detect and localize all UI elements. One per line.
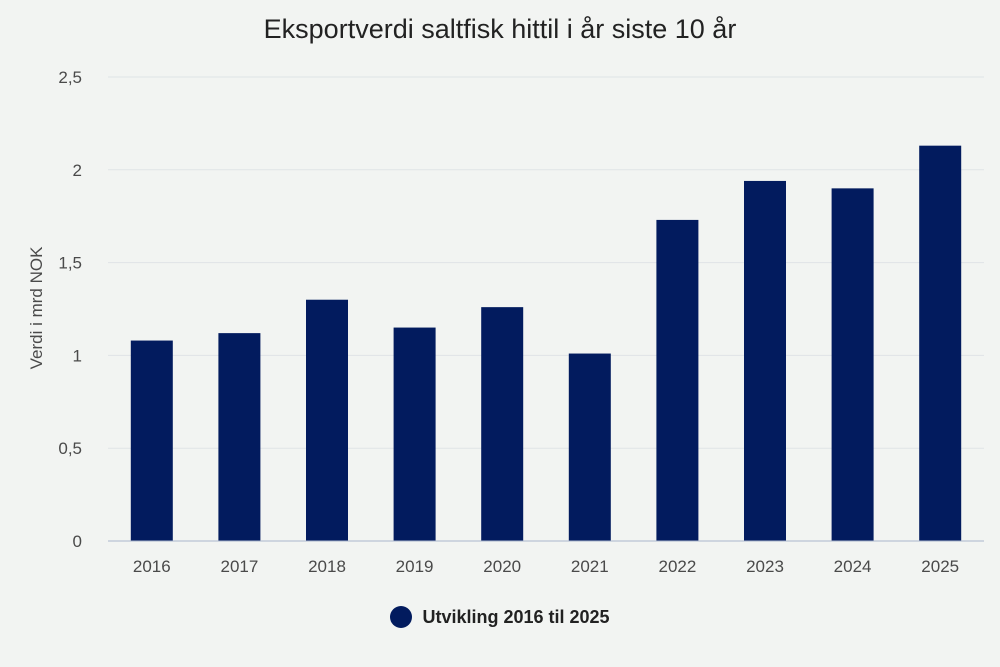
y-tick-label: 2,5 bbox=[58, 68, 82, 87]
y-tick-label: 2 bbox=[73, 161, 82, 180]
bar-2017[interactable] bbox=[218, 333, 261, 541]
x-tick-label: 2018 bbox=[308, 557, 346, 576]
bar-2023[interactable] bbox=[744, 180, 786, 541]
y-tick-label: 1,5 bbox=[58, 254, 82, 273]
bar-2025[interactable] bbox=[919, 145, 962, 541]
bar-2019[interactable] bbox=[393, 327, 436, 541]
y-axis-title: Verdi i mrd NOK bbox=[27, 246, 46, 369]
y-tick-label: 0 bbox=[73, 532, 82, 551]
bar-2022[interactable] bbox=[656, 219, 699, 542]
x-tick-label: 2023 bbox=[746, 557, 784, 576]
x-tick-label: 2016 bbox=[133, 557, 171, 576]
x-tick-label: 2019 bbox=[396, 557, 434, 576]
axes: 0 0,5 1 1,5 2 2,5 2016 2017 2018 2019 2020 2021 2022… bbox=[58, 68, 984, 576]
bar-2020[interactable] bbox=[481, 307, 524, 541]
y-tick-label: 0,5 bbox=[58, 439, 82, 458]
legend-label: Utvikling 2016 til 2025 bbox=[422, 606, 610, 627]
x-tick-label: 2021 bbox=[571, 557, 609, 576]
chart-title: Eksportverdi saltfisk hittil i år siste … bbox=[263, 14, 737, 44]
y-tick-label: 1 bbox=[73, 346, 82, 365]
bar-2018[interactable] bbox=[306, 299, 348, 541]
bar-2021[interactable] bbox=[568, 353, 611, 541]
bar-2024[interactable] bbox=[831, 188, 874, 542]
legend-swatch-icon bbox=[390, 606, 413, 628]
bars bbox=[130, 145, 962, 542]
x-tick-label: 2025 bbox=[921, 557, 959, 576]
x-tick-label: 2022 bbox=[658, 557, 696, 576]
x-tick-label: 2020 bbox=[483, 557, 521, 576]
x-tick-label: 2024 bbox=[834, 557, 872, 576]
legend[interactable]: Utvikling 2016 til 2025 bbox=[0, 606, 1000, 628]
x-tick-label: 2017 bbox=[220, 557, 258, 576]
bar-2016[interactable] bbox=[130, 340, 173, 541]
